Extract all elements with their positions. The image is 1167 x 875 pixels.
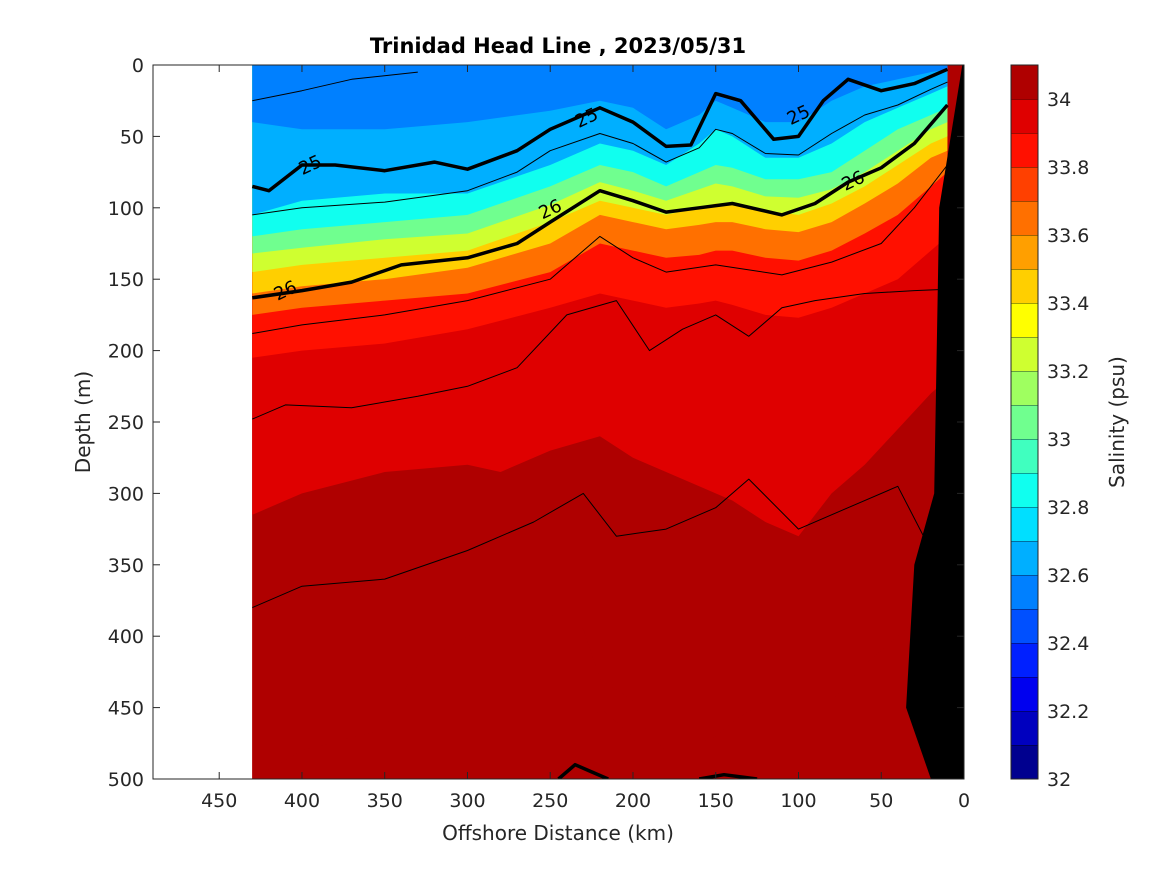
colorbar: 32 32.2 32.4 32.6 32.8 33 33.2 33.4 33.6 33.8 34 xyxy=(1010,64,1089,791)
x-axis-label: Offshore Distance (km) xyxy=(442,821,674,845)
x-tick-label: 100 xyxy=(780,790,816,812)
density-contour-6 xyxy=(252,478,948,623)
colorbar-tick-label: 32.6 xyxy=(1047,565,1089,587)
y-tick-label: 150 xyxy=(108,269,144,291)
x-tick-label: 450 xyxy=(201,790,237,812)
x-tick-label: 150 xyxy=(698,790,734,812)
x-tick-label: 50 xyxy=(869,790,893,812)
colorbar-swatch xyxy=(1011,201,1038,235)
colorbar-swatch xyxy=(1011,65,1038,99)
density-contour-0 xyxy=(252,71,418,102)
x-axis-ticks: 450 400 350 300 250 200 150 100 50 0 xyxy=(201,65,970,812)
density-contour-7 xyxy=(557,762,609,779)
colorbar-swatch xyxy=(1011,99,1038,133)
y-tick-label: 0 xyxy=(132,55,144,77)
colorbar-swatch xyxy=(1011,405,1038,439)
colorbar-tick-label: 33.4 xyxy=(1047,293,1089,315)
chart-title: Trinidad Head Line , 2023/05/31 xyxy=(370,34,746,58)
y-axis-ticks: 0 50 100 150 200 250 300 350 400 450 500 xyxy=(108,55,964,791)
density-contour-5 xyxy=(252,288,948,420)
x-tick-label: 200 xyxy=(615,790,651,812)
x-tick-label: 0 xyxy=(958,790,970,812)
colorbar-swatch xyxy=(1011,235,1038,269)
colorbar-tick-label: 34 xyxy=(1047,89,1071,111)
colorbar-frame xyxy=(1010,64,1039,780)
colorbar-swatch xyxy=(1011,541,1038,575)
x-tick-label: 300 xyxy=(449,790,485,812)
density-contour-2 xyxy=(252,81,948,216)
colorbar-swatch xyxy=(1011,133,1038,167)
density-contour-26 xyxy=(252,103,949,300)
colorbar-swatch xyxy=(1011,677,1038,711)
y-tick-label: 200 xyxy=(108,341,144,363)
colorbar-label: Salinity (psu) xyxy=(1105,356,1129,488)
colorbar-swatch xyxy=(1011,575,1038,609)
y-tick-label: 300 xyxy=(108,483,144,505)
y-axis-label: Depth (m) xyxy=(71,371,95,473)
colorbar-swatch xyxy=(1011,745,1038,779)
density-contour-lines xyxy=(251,67,949,779)
y-tick-label: 100 xyxy=(108,198,144,220)
bathymetry-profile xyxy=(906,65,964,779)
density-contour-8 xyxy=(698,772,758,779)
colorbar-swatch xyxy=(1011,337,1038,371)
colorbar-swatch xyxy=(1011,473,1038,507)
density-contour-25 xyxy=(251,67,949,193)
colorbar-tick-label: 33.2 xyxy=(1047,361,1089,383)
colorbar-swatch xyxy=(1011,609,1038,643)
colorbar-swatch xyxy=(1011,507,1038,541)
x-tick-label: 400 xyxy=(284,790,320,812)
colorbar-swatch xyxy=(1011,167,1038,201)
colorbar-tick-label: 32.4 xyxy=(1047,633,1089,655)
colorbar-tick-label: 33 xyxy=(1047,429,1071,451)
colorbar-swatch xyxy=(1011,643,1038,677)
density-contour-4 xyxy=(252,164,948,334)
colorbar-tick-label: 32 xyxy=(1047,769,1071,791)
colorbar-swatch xyxy=(1011,371,1038,405)
colorbar-tick-label: 32.2 xyxy=(1047,701,1089,723)
colorbar-swatch xyxy=(1011,269,1038,303)
bathymetry-layer xyxy=(906,65,964,779)
y-tick-label: 350 xyxy=(108,555,144,577)
colorbar-tick-label: 33.6 xyxy=(1047,225,1089,247)
x-tick-label: 250 xyxy=(532,790,568,812)
y-tick-label: 450 xyxy=(108,698,144,720)
y-tick-label: 400 xyxy=(108,626,144,648)
y-tick-label: 50 xyxy=(120,126,144,148)
colorbar-tick-label: 33.8 xyxy=(1047,157,1089,179)
colorbar-swatch xyxy=(1011,303,1038,337)
y-tick-label: 500 xyxy=(108,769,144,791)
salinity-layer-32.5 xyxy=(252,65,948,130)
colorbar-swatch xyxy=(1011,439,1038,473)
x-tick-label: 350 xyxy=(367,790,403,812)
y-tick-label: 250 xyxy=(108,412,144,434)
colorbar-swatch xyxy=(1011,711,1038,745)
colorbar-tick-label: 32.8 xyxy=(1047,497,1089,519)
